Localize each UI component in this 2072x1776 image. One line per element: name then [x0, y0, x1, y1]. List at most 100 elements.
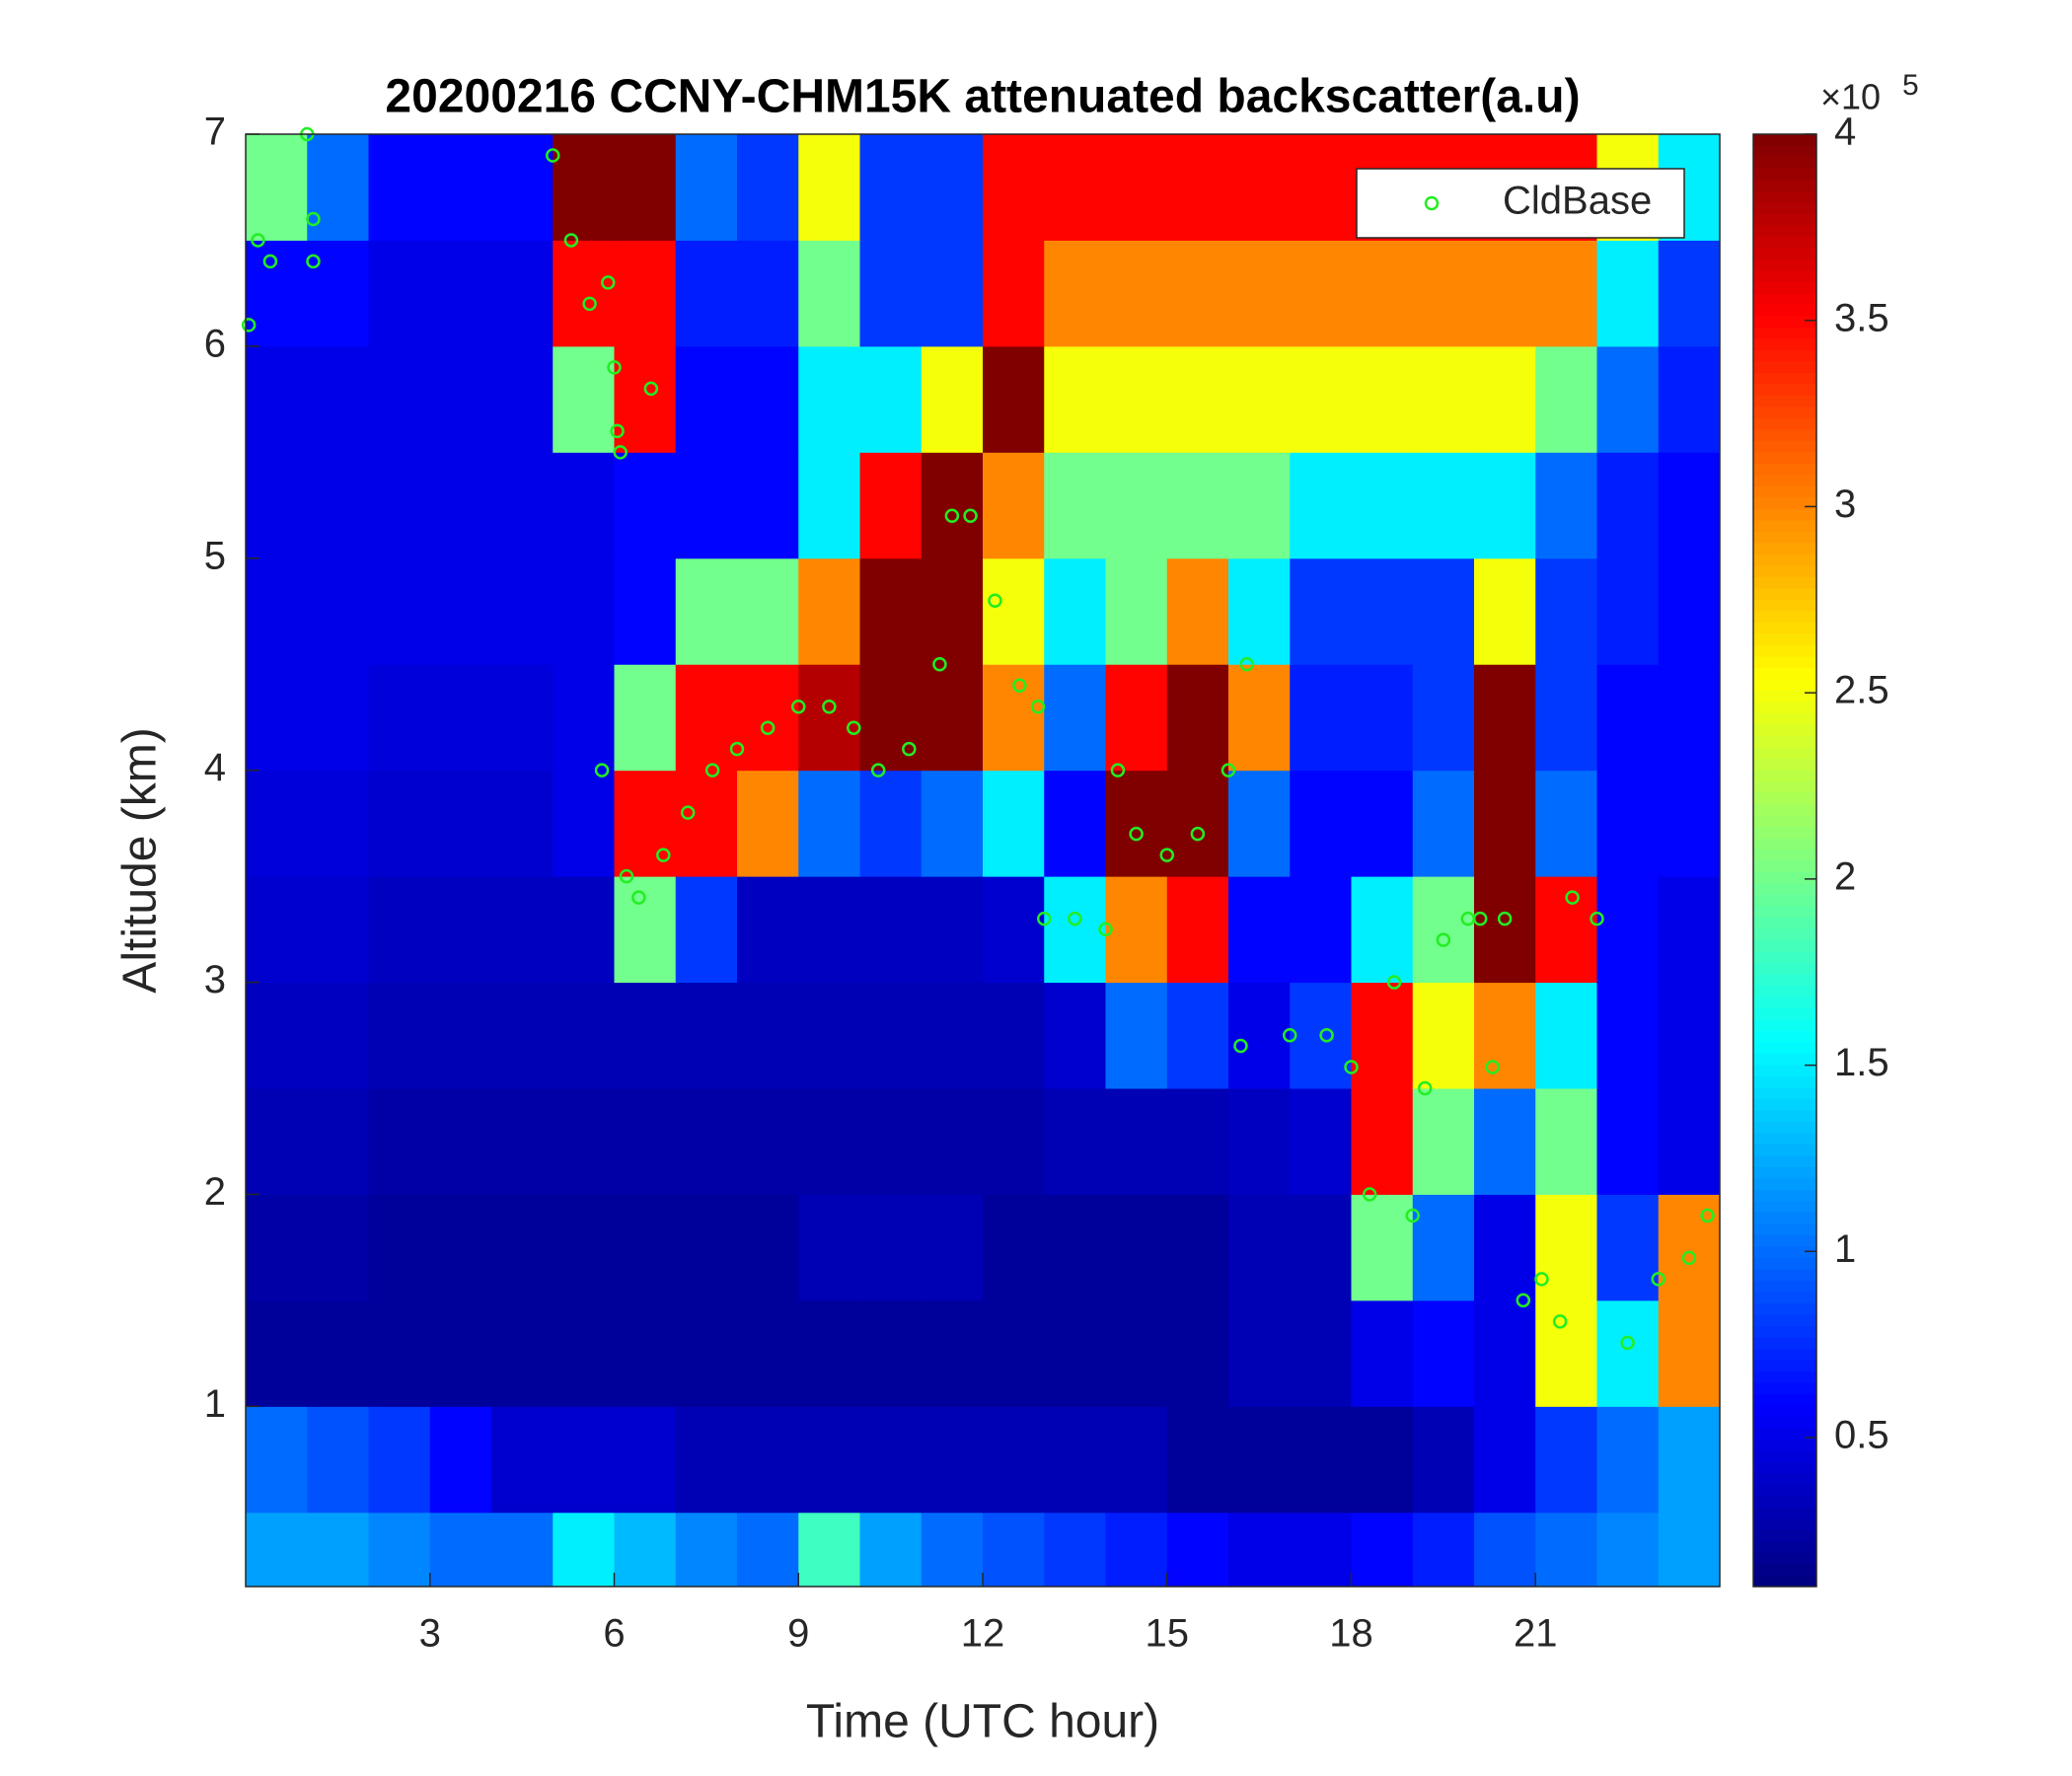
colorbar-swatch — [1753, 1053, 1816, 1066]
heatmap-cell — [1228, 1512, 1291, 1588]
heatmap-cell — [1228, 1088, 1291, 1195]
cloud-base-point — [306, 254, 321, 269]
colorbar-swatch — [1753, 1370, 1816, 1383]
heatmap-cell — [491, 452, 554, 559]
colorbar-swatch — [1753, 656, 1816, 668]
heatmap-cell — [1105, 557, 1168, 665]
heatmap-cell — [614, 557, 677, 665]
cloud-base-point — [988, 593, 1002, 609]
heatmap-cell — [1228, 664, 1291, 772]
heatmap-cell — [1105, 1512, 1168, 1588]
heatmap-cell — [1658, 1194, 1721, 1301]
heatmap-cell — [1412, 1194, 1475, 1301]
colorbar-swatch — [1753, 1450, 1816, 1462]
colorbar-swatch — [1753, 679, 1816, 691]
heatmap-cell — [246, 1512, 308, 1588]
colorbar-swatch — [1753, 1269, 1816, 1281]
x-tick-label: 15 — [1146, 1612, 1190, 1656]
heatmap-cell — [1351, 1088, 1414, 1195]
legend-box — [1356, 168, 1685, 239]
heatmap-cell — [1044, 452, 1106, 559]
heatmap-cell — [1044, 345, 1106, 453]
heatmap-cell — [553, 1194, 615, 1301]
cloud-base-point — [613, 445, 628, 460]
heatmap-cell — [429, 1406, 492, 1514]
heatmap-cell — [1535, 982, 1597, 1089]
colorbar-swatch — [1753, 259, 1816, 271]
heatmap-cell — [1596, 1088, 1660, 1195]
colorbar-swatch — [1753, 225, 1816, 237]
heatmap-cell — [1412, 1088, 1475, 1195]
heatmap-cell — [246, 664, 308, 772]
heatmap-cell — [921, 345, 984, 453]
heatmap-cell — [1044, 876, 1106, 984]
heatmap-cell — [1105, 876, 1168, 984]
heatmap-cell — [1351, 1512, 1414, 1588]
heatmap-cell — [1290, 1299, 1352, 1407]
heatmap-cell — [859, 240, 923, 347]
heatmap-cell — [491, 1512, 554, 1588]
heatmap-cell — [859, 345, 923, 453]
colorbar-swatch — [1753, 1484, 1816, 1497]
heatmap-cell — [1412, 770, 1475, 877]
heatmap-cell — [553, 1512, 615, 1588]
heatmap-cell — [1412, 1512, 1475, 1588]
heatmap-cell — [1044, 134, 1106, 241]
heatmap-cell — [1658, 452, 1721, 559]
colorbar-swatch — [1753, 758, 1816, 771]
heatmap-cell — [1474, 664, 1536, 772]
colorbar-swatch — [1753, 622, 1816, 634]
heatmap-cell — [368, 134, 431, 241]
colorbar-tick-label: 4 — [1834, 111, 1856, 154]
heatmap-cell — [614, 1512, 677, 1588]
heatmap-cell — [491, 1088, 554, 1195]
cloud-base-point — [563, 233, 579, 248]
heatmap-cell — [307, 1194, 369, 1301]
heatmap-cell — [859, 876, 923, 984]
heatmap-cell — [675, 876, 738, 984]
colorbar-swatch — [1753, 407, 1816, 418]
heatmap-cell — [429, 345, 492, 453]
heatmap-cell — [429, 664, 492, 772]
heatmap-cell — [798, 1088, 860, 1195]
heatmap-cell — [1166, 982, 1229, 1089]
colorbar-swatch — [1753, 293, 1816, 305]
heatmap-cell — [983, 664, 1045, 772]
heatmap-cell — [737, 1088, 799, 1195]
colorbar-swatch — [1753, 1314, 1816, 1326]
cloud-base-point — [1233, 1038, 1248, 1054]
heatmap-cell — [1351, 345, 1414, 453]
heatmap-cell — [675, 134, 738, 241]
colorbar-swatch — [1753, 633, 1816, 645]
heatmap-cell — [1535, 240, 1597, 347]
chart-title: 20200216 CCNY-CHM15K attenuated backscat… — [385, 71, 1580, 123]
heatmap-cell — [983, 452, 1045, 559]
cloud-base-point — [1386, 975, 1402, 990]
colorbar-tick-label: 1.5 — [1834, 1041, 1889, 1084]
colorbar-swatch — [1753, 440, 1816, 453]
colorbar-swatch — [1753, 747, 1816, 759]
heatmap-cell — [1596, 452, 1660, 559]
colorbar-swatch — [1753, 1098, 1816, 1111]
y-tick-label: 3 — [204, 958, 226, 1001]
heatmap-cell — [798, 982, 860, 1089]
heatmap-cell — [1351, 982, 1414, 1089]
y-tick-label: 2 — [204, 1170, 226, 1214]
heatmap-cell — [675, 1406, 738, 1514]
colorbar-swatch — [1753, 962, 1816, 975]
heatmap-cell — [798, 1194, 860, 1301]
cloud-base-point — [251, 233, 265, 248]
heatmap-cell — [429, 557, 492, 665]
heatmap-cell — [1351, 1406, 1414, 1514]
heatmap-cell — [1658, 345, 1721, 453]
heatmap-cell — [1474, 1299, 1536, 1407]
colorbar-swatch — [1753, 463, 1816, 476]
heatmap-cell — [1044, 770, 1106, 877]
heatmap-cell — [737, 1406, 799, 1514]
heatmap-cell — [1412, 664, 1475, 772]
heatmap-cell — [246, 134, 308, 241]
colorbar-box — [1752, 133, 1817, 1588]
heatmap-cell — [246, 1299, 308, 1407]
heatmap-cell — [1166, 134, 1229, 241]
